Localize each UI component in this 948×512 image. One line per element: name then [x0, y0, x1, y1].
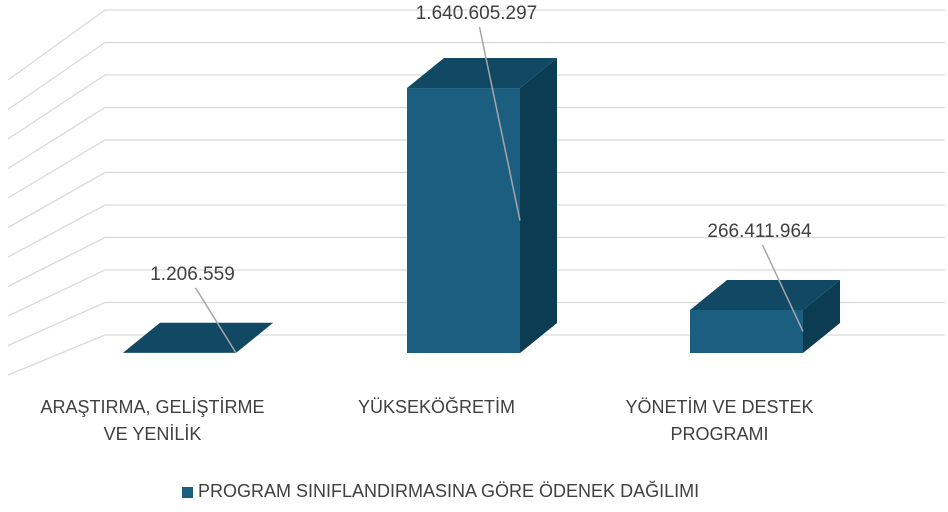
bar-top: [407, 58, 557, 89]
legend-label: PROGRAM SINIFLANDIRMASINA GÖRE ÖDENEK DA…: [198, 481, 700, 501]
bar-side: [236, 322, 273, 353]
x-tick-label: YÖNETİM VE DESTEK PROGRAMI: [625, 397, 814, 444]
leader-line: [478, 26, 521, 221]
grid-line: [7, 269, 945, 317]
data-label: 266.411.964: [707, 221, 812, 242]
bar: [690, 309, 803, 353]
data-label: 1.640.605.297: [416, 3, 538, 24]
leader-line: [761, 244, 804, 332]
bar: [407, 88, 520, 354]
bar-top: [123, 322, 273, 353]
leader-line: [194, 287, 237, 354]
grid-line: [7, 41, 945, 111]
x-tick-label: YÜKSEKÖĞRETİM: [357, 397, 516, 417]
grid-line: [7, 9, 945, 81]
grid-line: [7, 301, 945, 347]
legend-swatch: [182, 487, 193, 498]
bar-side: [520, 58, 557, 354]
data-label: 1.206.559: [150, 264, 235, 285]
x-tick-label: ARAŞTIRMA, GELİŞTİRME VE YENİLİK: [40, 397, 265, 444]
bar-side: [803, 279, 840, 353]
grid-line: [7, 334, 945, 376]
grid-line: [7, 171, 945, 229]
grid-line: [7, 139, 945, 199]
bar-top: [690, 279, 840, 310]
grid-line: [7, 106, 945, 170]
grid-line: [7, 204, 945, 258]
grid-line: [7, 74, 945, 140]
grid-line: [7, 236, 945, 288]
